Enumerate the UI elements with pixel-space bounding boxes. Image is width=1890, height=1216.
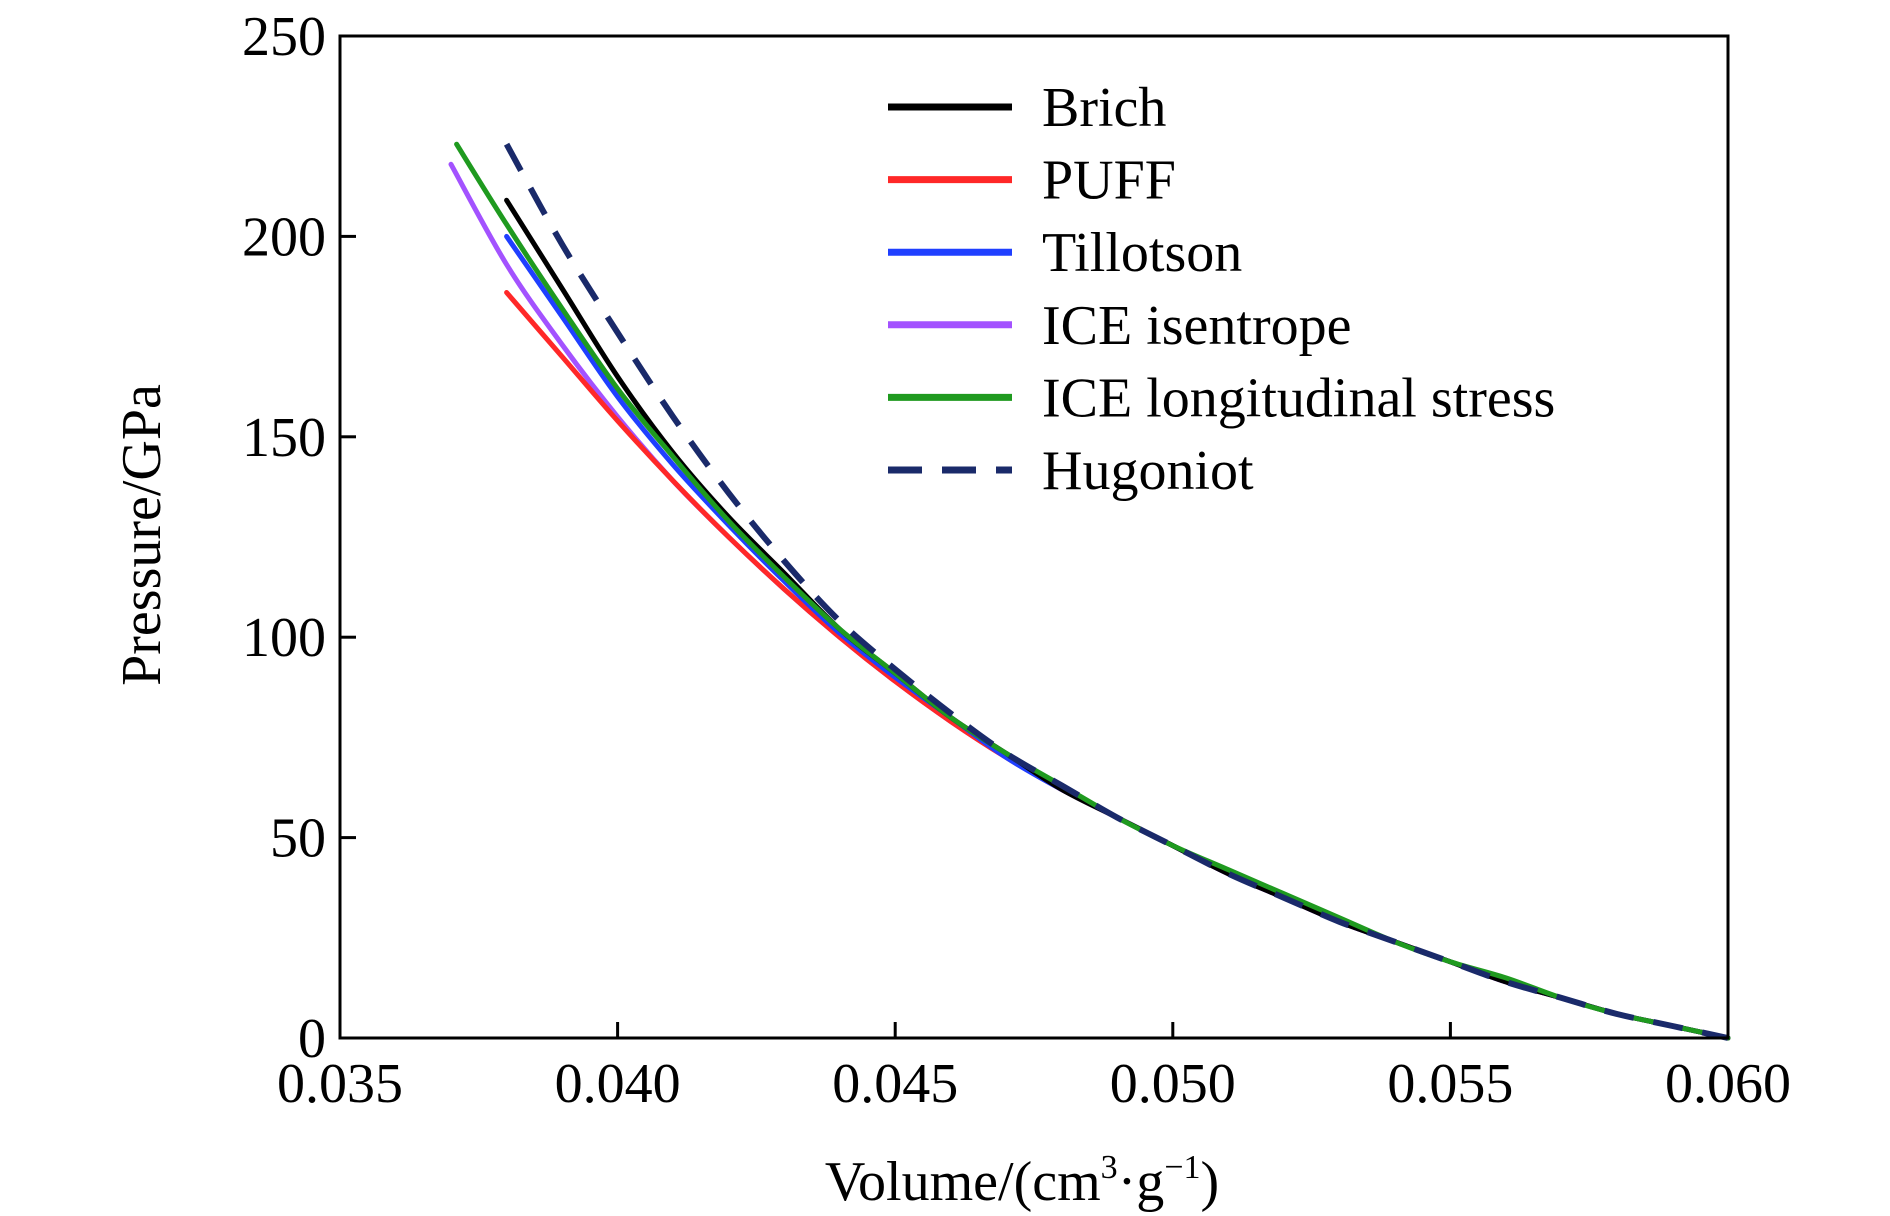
legend-label-ice-isentrope: ICE isentrope <box>1042 295 1351 357</box>
y-axis-label: Pressure/GPa <box>111 384 173 686</box>
x-tick-label: 0.035 <box>277 1053 403 1115</box>
x-axis-label-mid: ·g <box>1118 1151 1165 1213</box>
x-tick-label: 0.055 <box>1387 1053 1513 1115</box>
y-tick-label: 100 <box>242 607 326 669</box>
y-tick-label: 50 <box>270 808 326 870</box>
legend-label-hugoniot: Hugoniot <box>1042 440 1254 502</box>
legend-label-tillotson: Tillotson <box>1042 222 1242 284</box>
x-tick-label: 0.040 <box>555 1053 681 1115</box>
legend-label-ice-longitudinal-stress: ICE longitudinal stress <box>1042 367 1555 429</box>
legend: Brich PUFF Tillotson ICE isentrope ICE longi… <box>888 77 1555 502</box>
x-tick-label: 0.050 <box>1110 1053 1236 1115</box>
x-tick-label: 0.045 <box>832 1053 958 1115</box>
x-tick-label: 0.060 <box>1665 1053 1791 1115</box>
series-line-hugoniot <box>503 142 1729 1041</box>
x-axis-label: Volume/(cm3·g−1) <box>825 1149 1219 1213</box>
legend-label-brich: Brich <box>1042 77 1166 139</box>
tick-layer: 0.035 0.040 0.045 0.050 0.055 0.060 0 50 100 150 2… <box>242 6 1791 1115</box>
y-tick-label: 200 <box>242 206 326 268</box>
x-axis-label-base: Volume/(cm <box>825 1151 1101 1213</box>
y-tick-label: 0 <box>298 1008 326 1070</box>
y-tick-label: 150 <box>242 407 326 469</box>
y-tick-label: 250 <box>242 6 326 68</box>
x-axis-label-sup-1: 3 <box>1101 1149 1118 1186</box>
plot-frame <box>338 34 1730 1040</box>
series-layer <box>448 141 1731 1041</box>
series-line-ice-longitudinal-stress <box>454 141 1731 1041</box>
x-axis-label-sup-2: −1 <box>1164 1149 1200 1186</box>
x-axis-label-end: ) <box>1201 1151 1220 1213</box>
legend-label-puff: PUFF <box>1042 150 1176 212</box>
